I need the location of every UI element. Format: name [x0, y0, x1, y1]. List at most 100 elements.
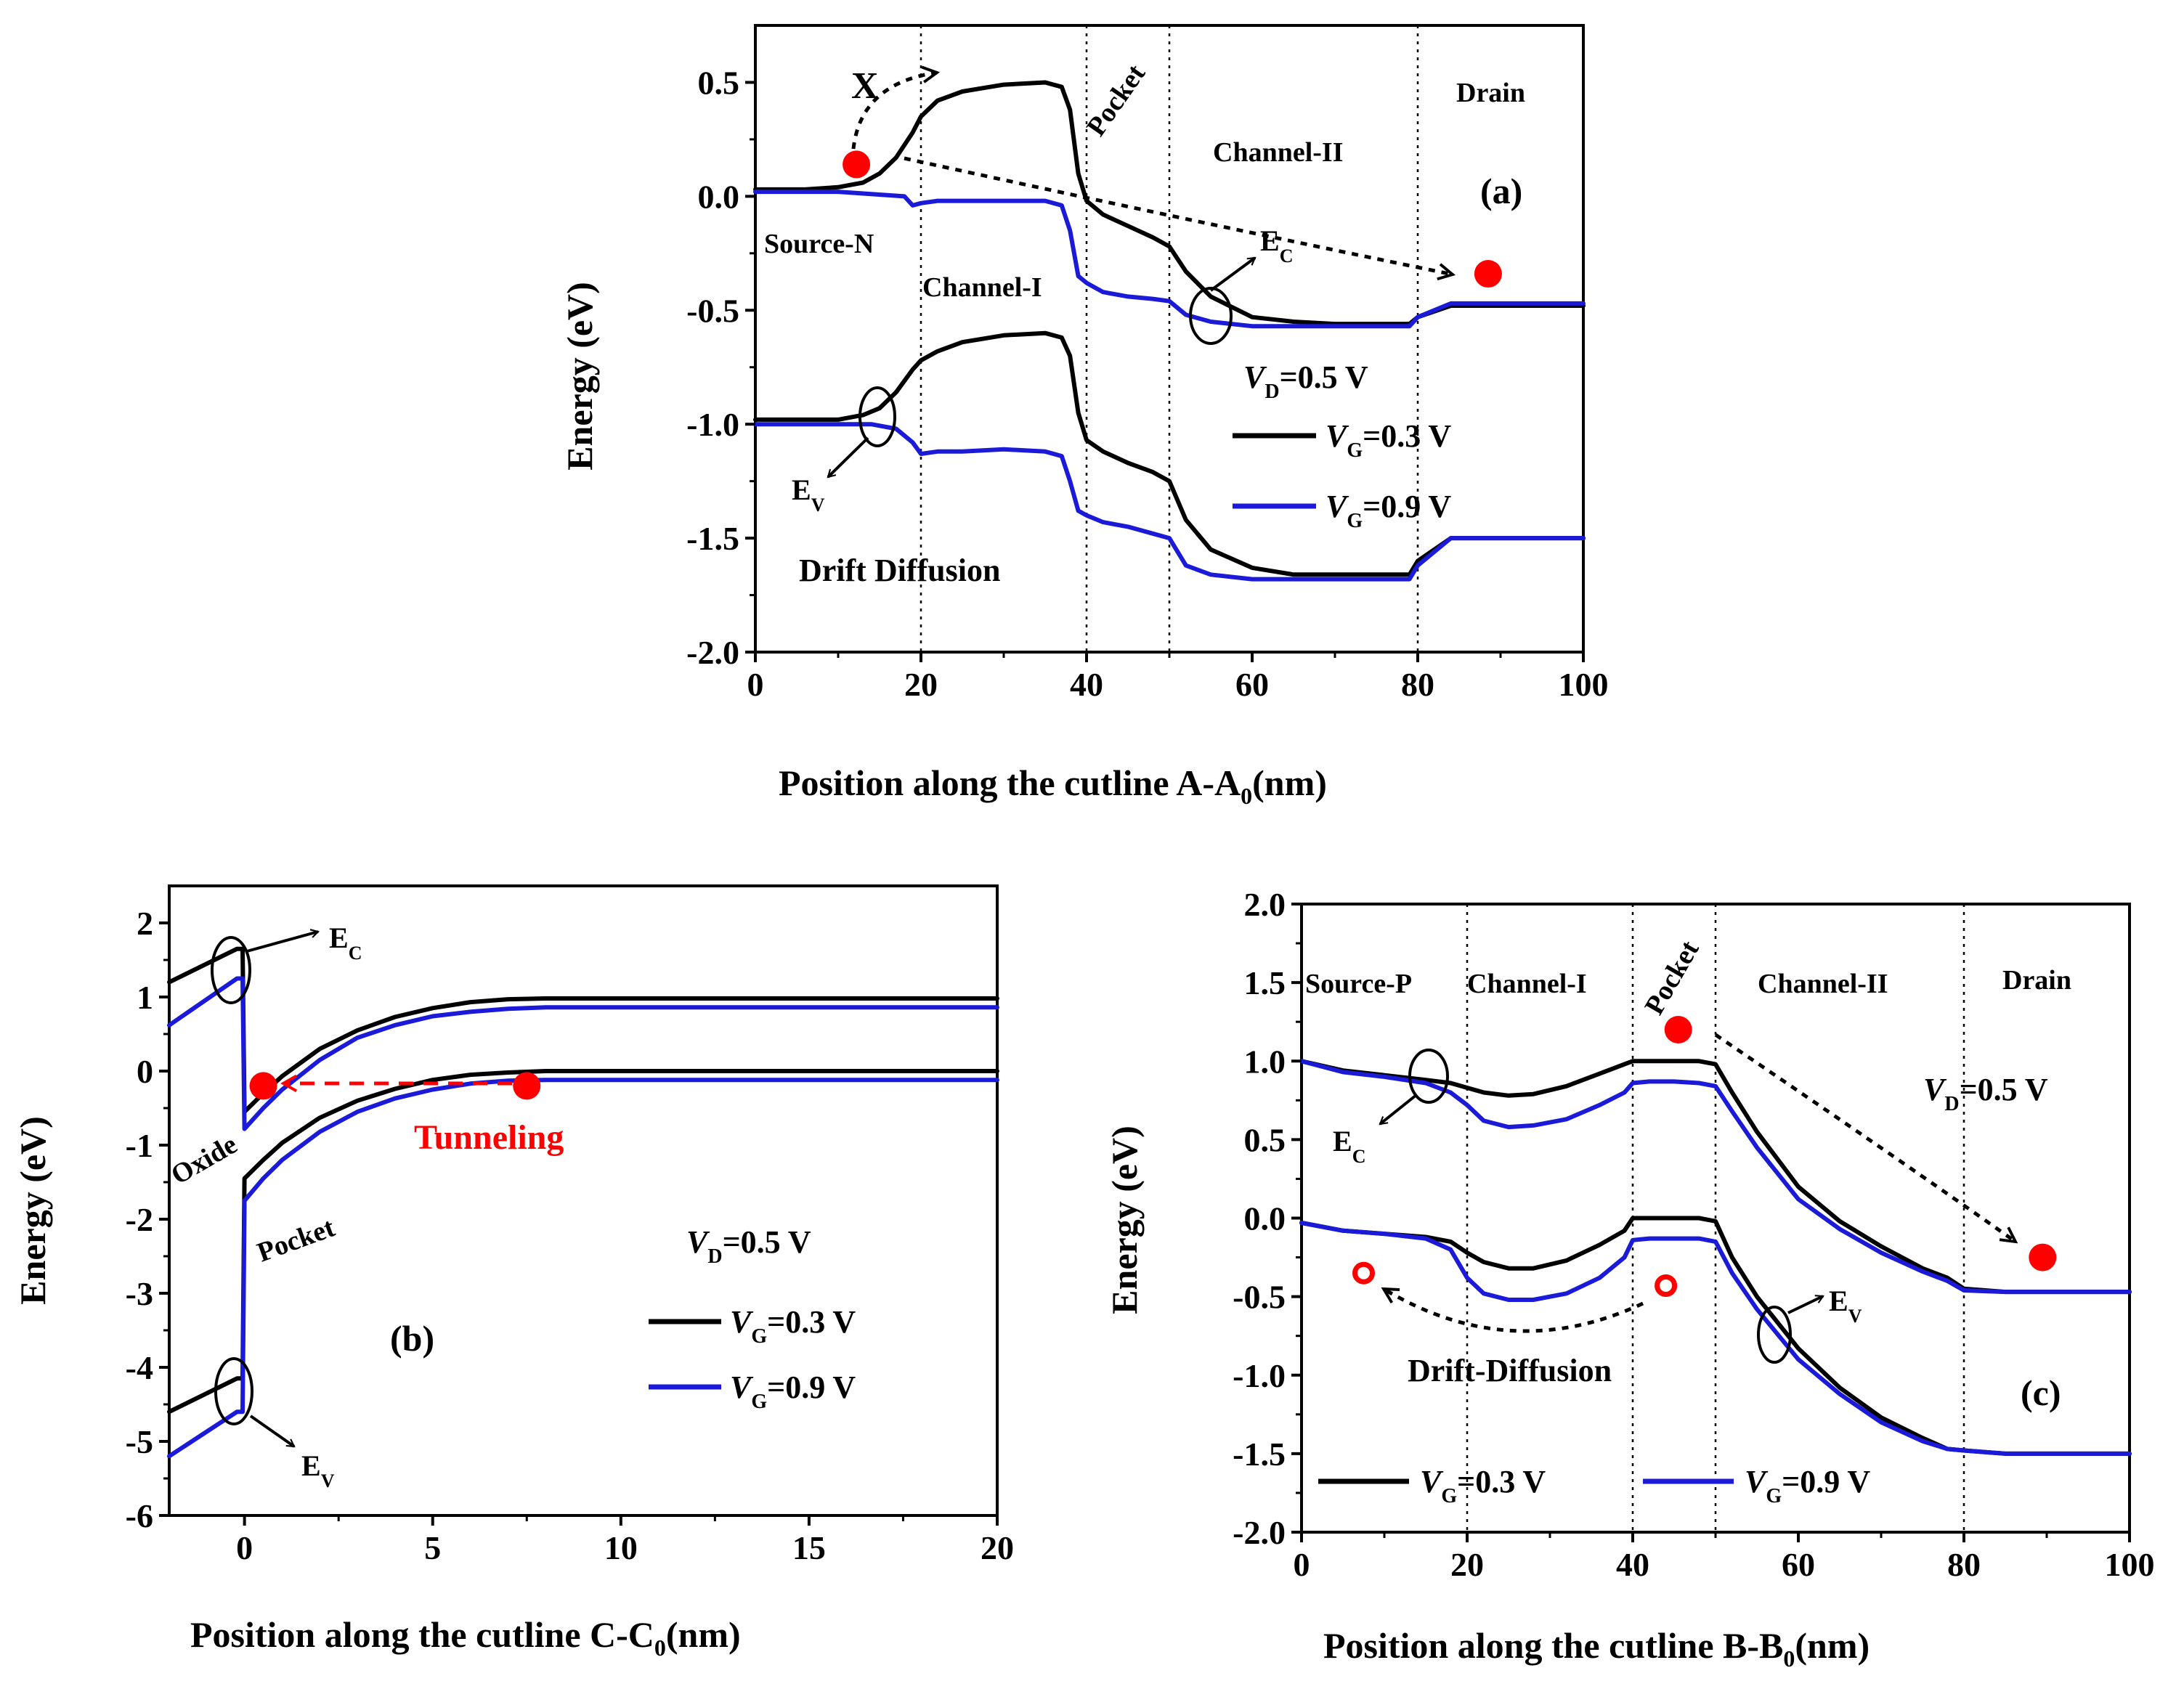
curve-ec-vg09	[1299, 1059, 2132, 1295]
x-tick-label: 100	[1559, 666, 1609, 703]
hole-marker	[1352, 1261, 1375, 1285]
pocket-label-b: Pocket	[253, 1212, 339, 1268]
panel-label-b: (b)	[390, 1318, 434, 1359]
y-tick-label: -3	[126, 1275, 153, 1312]
panel-a: 0 20 40 60 80 100 0.5 0.0 -0.5 -1.0 -1.5 -2.0 Energ…	[559, 24, 1609, 809]
ec-label-a: EC	[1260, 224, 1293, 266]
ev-arrow-b	[249, 1415, 296, 1448]
y-tick-label: 1	[137, 979, 153, 1016]
transport-path-arrow-a	[904, 156, 1453, 274]
legend-label-vg09-b: VG=0.9 V	[730, 1370, 856, 1413]
hole-marker	[1655, 1274, 1678, 1297]
axis-ticks-a: 0 20 40 60 80 100 0.5 0.0 -0.5 -1.0 -1.5 -2.0	[686, 64, 1608, 703]
hole-path-arrow-c	[1384, 1287, 1644, 1333]
curve-ev-vg09	[167, 1078, 999, 1459]
electron-marker	[513, 1072, 541, 1100]
region-label-pocket-a: Pocket	[1081, 59, 1152, 142]
x-tick-label: 100	[2105, 1546, 2155, 1583]
electron-marker	[1664, 1016, 1692, 1043]
ec-ellipse-c	[1408, 1049, 1449, 1104]
x-tick-label: 60	[1782, 1546, 1815, 1583]
y-tick-label: -2.0	[686, 634, 739, 671]
electron-marker	[1474, 260, 1502, 288]
blocked-mark-a: X	[851, 65, 879, 107]
y-tick-label: -1.5	[686, 520, 739, 557]
y-tick-label: -1.0	[1233, 1357, 1286, 1394]
ylabel-c: Energy (eV)	[1104, 1126, 1145, 1314]
oxide-label-b: Oxide	[166, 1129, 243, 1191]
region-label-source-n: Source-N	[764, 229, 874, 259]
y-tick-label: -6	[126, 1497, 153, 1534]
y-tick-label: -0.5	[1233, 1279, 1286, 1316]
y-tick-label: -0.5	[686, 292, 739, 329]
y-tick-label: -2	[126, 1201, 153, 1238]
x-tick-label: 20	[904, 666, 938, 703]
xlabel-b: Position along the cutline C-C0(nm)	[190, 1614, 741, 1661]
electron-marker	[2029, 1243, 2057, 1271]
x-tick-label: 20	[1450, 1546, 1484, 1583]
region-label-drain-a: Drain	[1456, 78, 1525, 108]
tunneling-label-b: Tunneling	[414, 1118, 564, 1157]
legend-label-vg03-b: VG=0.3 V	[730, 1304, 856, 1348]
y-tick-label: 2	[137, 905, 153, 942]
ev-arrow-c	[1787, 1295, 1824, 1314]
curve-ec-vg03	[1299, 1059, 2132, 1295]
ylabel-a: Energy (eV)	[559, 282, 600, 471]
ec-label-b: EC	[329, 921, 362, 964]
curve-ec-vg03	[167, 946, 999, 1115]
ev-label-c: EV	[1829, 1285, 1862, 1327]
x-tick-label: 80	[1401, 666, 1434, 703]
legend-label-vg03-c: VG=0.3 V	[1420, 1464, 1546, 1507]
electron-marker	[249, 1072, 277, 1100]
vd-label-c: VD=0.5 V	[1923, 1072, 2048, 1115]
legend-label-vg09-a: VG=0.9 V	[1326, 489, 1451, 532]
ec-arrow-c	[1379, 1094, 1418, 1126]
y-tick-label: -5	[126, 1423, 153, 1460]
plot-area-a	[753, 24, 1586, 654]
ev-ellipse-a	[858, 386, 896, 447]
transport-label-a: Drift Diffusion	[799, 553, 1000, 588]
y-tick-label: 0.5	[698, 64, 740, 101]
ec-arrow-a	[1209, 256, 1257, 292]
region-label-channel-ii-c: Channel-II	[1758, 969, 1888, 999]
x-tick-label: 40	[1616, 1546, 1649, 1583]
x-tick-label: 5	[424, 1529, 441, 1566]
transport-label-c: Drift-Diffusion	[1408, 1353, 1612, 1388]
ec-ellipse-a	[1189, 287, 1233, 345]
electron-marker	[843, 150, 871, 179]
carrier-markers-c	[1352, 1016, 2057, 1297]
y-tick-label: 0	[137, 1053, 153, 1090]
ev-ellipse-b	[214, 1357, 253, 1425]
y-tick-label: -4	[126, 1349, 153, 1386]
y-tick-label: 1.5	[1244, 964, 1286, 1001]
x-tick-label: 0	[236, 1529, 253, 1566]
plot-frame	[168, 884, 999, 1517]
region-label-channel-i-c: Channel-I	[1467, 969, 1587, 999]
curve-ev-vg03	[753, 330, 1586, 577]
curve-ec-vg03	[753, 80, 1586, 327]
ylabel-b: Energy (eV)	[12, 1116, 53, 1305]
plot-area-b	[167, 884, 999, 1517]
ev-label-b: EV	[301, 1449, 335, 1492]
y-tick-label: -2.0	[1233, 1514, 1286, 1551]
vd-label-b: VD=0.5 V	[686, 1224, 811, 1268]
x-tick-label: 10	[604, 1529, 638, 1566]
y-tick-label: -1	[126, 1127, 153, 1164]
region-lines-a	[920, 25, 1419, 652]
panel-label-a: (a)	[1480, 171, 1522, 211]
legend-label-vg09-c: VG=0.9 V	[1745, 1464, 1870, 1507]
x-tick-label: 40	[1070, 666, 1103, 703]
vd-label-a: VD=0.5 V	[1243, 359, 1368, 403]
ev-label-a: EV	[792, 473, 825, 516]
x-tick-label: 20	[981, 1529, 1014, 1566]
x-tick-label: 0	[747, 666, 764, 703]
y-tick-label: 0.5	[1244, 1121, 1286, 1158]
y-tick-label: 1.0	[1244, 1043, 1286, 1080]
ev-arrow-a	[827, 436, 869, 479]
legend-label-vg03-a: VG=0.3 V	[1326, 418, 1451, 462]
ec-ellipse-b	[211, 936, 251, 1004]
region-label-channel-ii-a: Channel-II	[1213, 137, 1344, 168]
